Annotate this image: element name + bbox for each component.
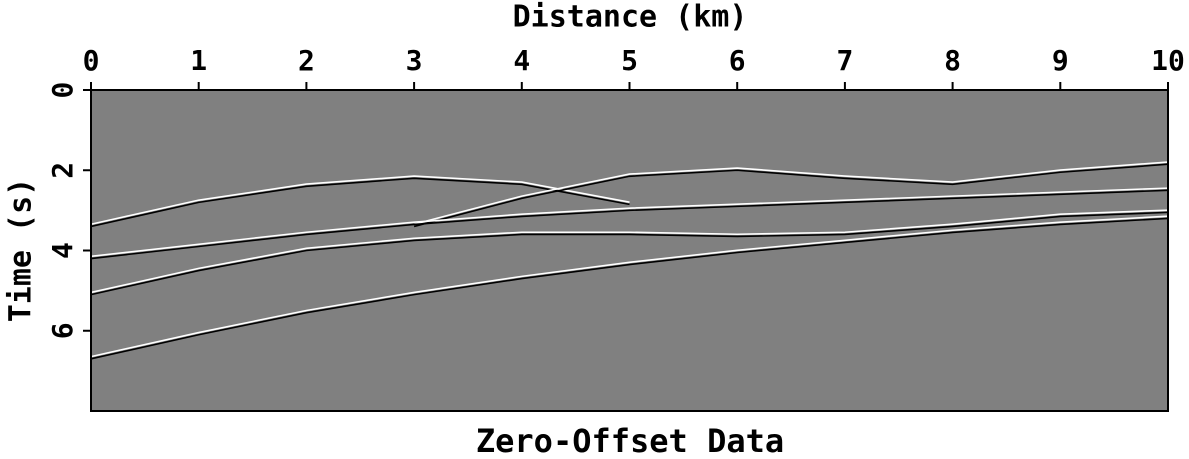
x-tick-label: 1 bbox=[190, 44, 207, 77]
x-tick-label: 8 bbox=[944, 44, 961, 77]
y-tick-label: 0 bbox=[46, 82, 79, 99]
event-peak bbox=[413, 163, 1169, 228]
x-tick-label: 0 bbox=[83, 44, 100, 77]
x-tick-label: 9 bbox=[1052, 44, 1069, 77]
event-peak bbox=[90, 211, 1169, 296]
y-axis-label: Time (s) bbox=[4, 178, 39, 323]
event-trough bbox=[90, 187, 1169, 258]
x-tick-label: 7 bbox=[836, 44, 853, 77]
event-peak bbox=[90, 177, 630, 228]
event-trough bbox=[413, 161, 1169, 225]
y-tick-label: 6 bbox=[46, 322, 79, 339]
x-tick-label: 3 bbox=[406, 44, 423, 77]
x-tick-label: 6 bbox=[729, 44, 746, 77]
x-tick-label: 4 bbox=[513, 44, 530, 77]
y-tick-label: 4 bbox=[46, 242, 79, 259]
event-trough bbox=[90, 175, 630, 226]
y-tick-label: 2 bbox=[46, 162, 79, 179]
chart-title: Zero-Offset Data bbox=[476, 422, 784, 459]
x-axis-label: Distance (km) bbox=[513, 0, 748, 35]
event-peak bbox=[90, 217, 1169, 360]
event-peak bbox=[90, 189, 1169, 260]
event-trough bbox=[90, 209, 1169, 294]
plot-background bbox=[91, 90, 1168, 411]
x-tick-label: 2 bbox=[298, 44, 315, 77]
x-tick-label: 5 bbox=[621, 44, 638, 77]
x-tick-label: 10 bbox=[1151, 44, 1185, 77]
event-trough bbox=[90, 215, 1169, 358]
